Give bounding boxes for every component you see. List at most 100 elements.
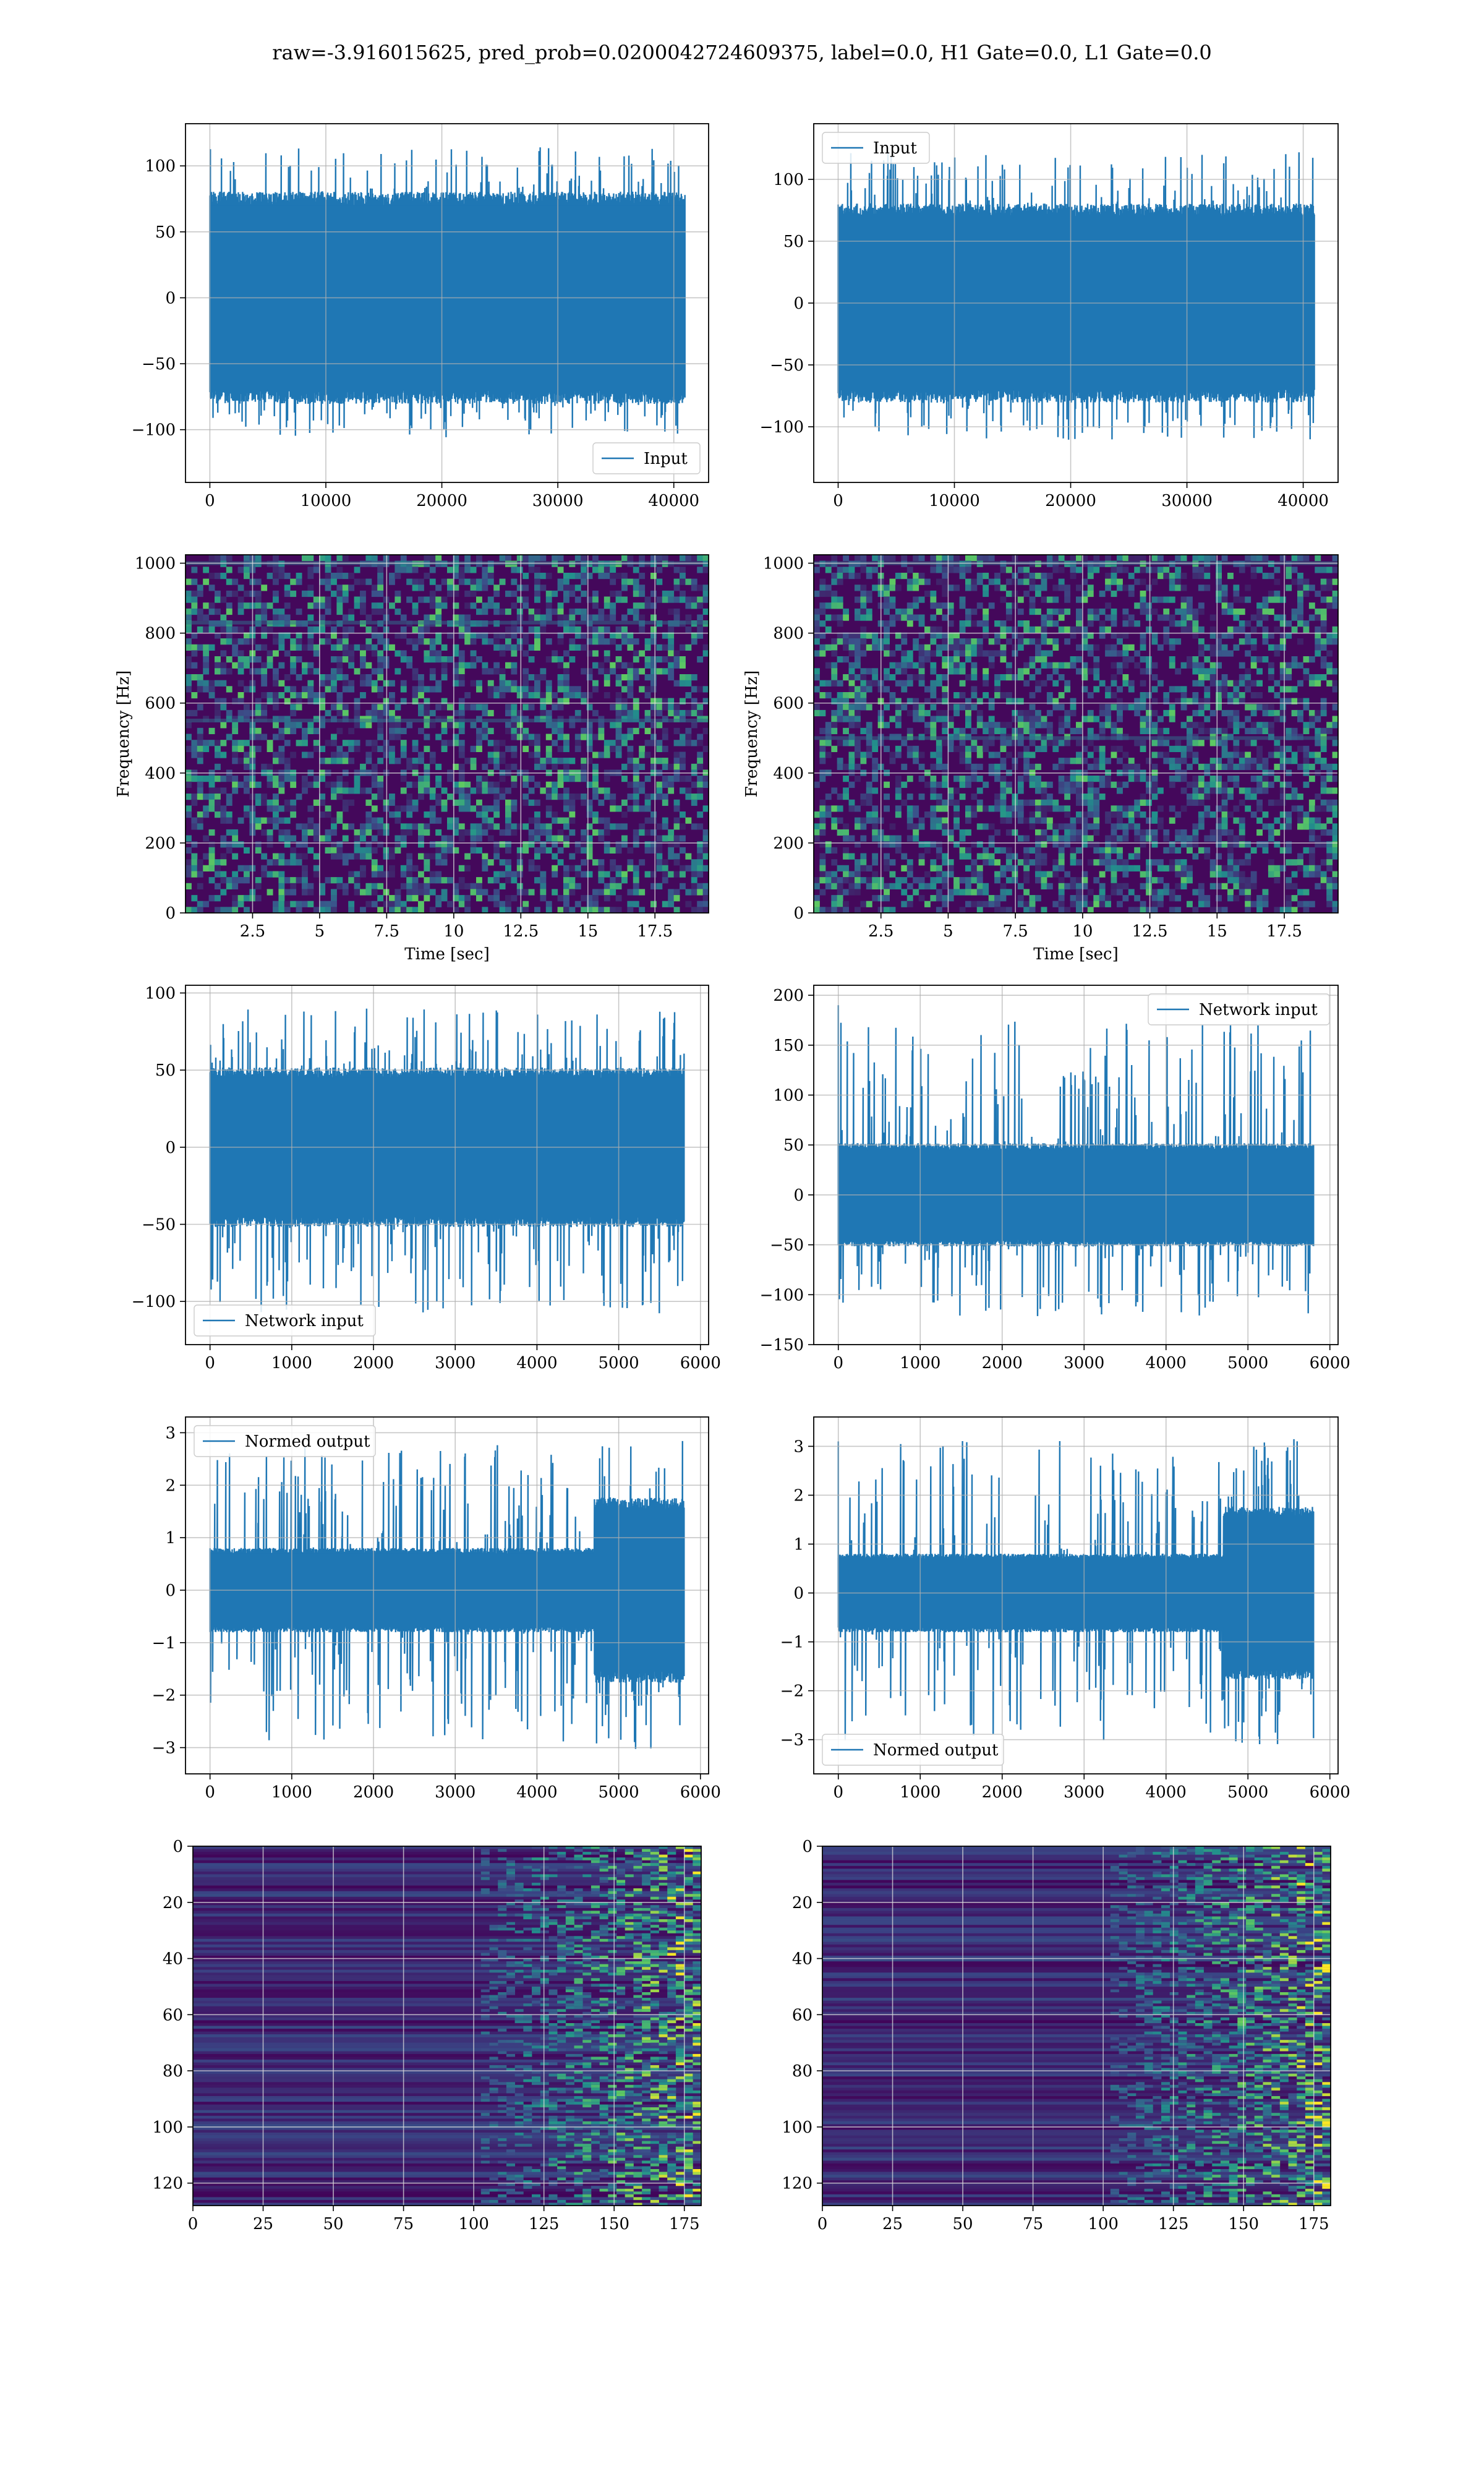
spectrogram-cell [848,853,855,860]
spectrogram-cell [348,686,355,693]
spectrogram-cell [429,555,436,562]
spectrogram-cell [860,590,867,597]
spectrogram-cell [1087,751,1094,758]
spectrogram-cell [1303,758,1310,764]
spectrogram-cell [860,555,867,562]
spectrogram-cell [261,799,268,806]
spectrogram-cell [930,555,937,562]
spectrogram-cell [1070,698,1077,704]
spectrogram-cell [621,799,628,806]
spectrogram-cell [1093,745,1100,752]
spectrogram-cell [528,787,535,794]
spectrogram-cell [971,674,978,681]
spectrogram-cell [284,584,291,591]
spectrogram-cell [936,853,942,860]
spectrogram-cell [1076,787,1082,794]
spectrogram-cell [482,805,488,812]
spectrogram-cell [435,841,442,848]
spectrogram-cell [1209,644,1216,651]
spectrogram-cell [522,734,529,740]
spectrogram-cell [668,698,675,704]
spectrogram-cell [1058,805,1065,812]
spectrogram-cell [261,584,268,591]
spectrogram-cell [1046,781,1053,788]
spectrogram-cell [1221,805,1228,812]
spectrogram-cell [354,877,360,884]
spectrogram-cell [855,584,861,591]
spectrogram-cell [1157,596,1164,603]
spectrogram-cell [453,907,459,913]
spectrogram-cell [307,686,314,693]
spectrogram-cell [557,555,564,562]
spectrogram-cell [203,686,210,693]
spectrogram-cell [994,584,1000,591]
spectrogram-cell [1256,656,1263,663]
spectrogram-cell [1058,674,1065,681]
spectrogram-cell [302,865,308,871]
spectrogram-cell [930,638,937,645]
spectrogram-cell [1233,817,1240,824]
spectrogram-cell [680,674,686,681]
spectrogram-cell [325,578,331,585]
spectrogram-cell [487,805,494,812]
spectrogram-cell [1320,620,1327,627]
spectrogram-cell [860,823,867,830]
spectrogram-cell [598,871,605,878]
spectrogram-cell [1308,680,1315,687]
spectrogram-cell [284,614,291,621]
spectrogram-cell [186,656,192,663]
spectrogram-cell [261,614,268,621]
spectrogram-cell [237,758,244,764]
spectrogram-cell [499,686,506,693]
spectrogram-cell [906,709,913,717]
spectrogram-cell [1128,823,1135,830]
spectrogram-cell [1192,614,1199,621]
spectrogram-cell [435,776,442,782]
spectrogram-cell [1204,727,1211,734]
spectrogram-cell [244,805,250,812]
spectrogram-cell [278,781,285,788]
spectrogram-cell [1256,763,1263,770]
spectrogram-cell [650,811,657,818]
spectrogram-cell [354,835,360,842]
spectrogram-cell [377,883,384,889]
spectrogram-cell [1076,776,1082,782]
spectrogram-cell [1058,787,1065,794]
spectrogram-cell [313,567,320,573]
spectrogram-cell [371,847,378,854]
spectrogram-cell [435,877,442,884]
spectrogram-cell [1279,632,1286,639]
spectrogram-cell [1005,829,1012,836]
spectrogram-cell [924,656,931,663]
spectrogram-cell [307,555,314,562]
spectrogram-cell [476,596,482,603]
spectrogram-cell [965,614,971,621]
spectrogram-cell [848,835,855,842]
spectrogram-cell [1052,763,1059,770]
spectrogram-cell [208,740,215,747]
spectrogram-cell [412,602,419,609]
spectrogram-cell [377,865,384,871]
spectrogram-cell [552,817,558,824]
spectrogram-cell [278,608,285,615]
spectrogram-cell [470,602,477,609]
spectrogram-cell [458,805,465,812]
spectrogram-cell [371,602,378,609]
spectrogram-cell [895,698,902,704]
spectrogram-cell [1081,555,1088,562]
spectrogram-cell [697,883,704,889]
spectrogram-cell [680,865,686,871]
spectrogram-cell [685,578,692,585]
spectrogram-cell [383,805,390,812]
spectrogram-cell [1041,716,1047,722]
spectrogram-cell [244,865,250,871]
spectrogram-cell [1221,763,1228,770]
spectrogram-cell [1169,596,1175,603]
spectrogram-cell [377,817,384,824]
spectrogram-cell [1163,573,1170,580]
spectrogram-cell [1256,829,1263,836]
plot-area [814,555,1338,913]
spectrogram-cell [1274,650,1281,657]
spectrogram-cell [1017,776,1024,782]
spectrogram-cell [1326,578,1333,585]
